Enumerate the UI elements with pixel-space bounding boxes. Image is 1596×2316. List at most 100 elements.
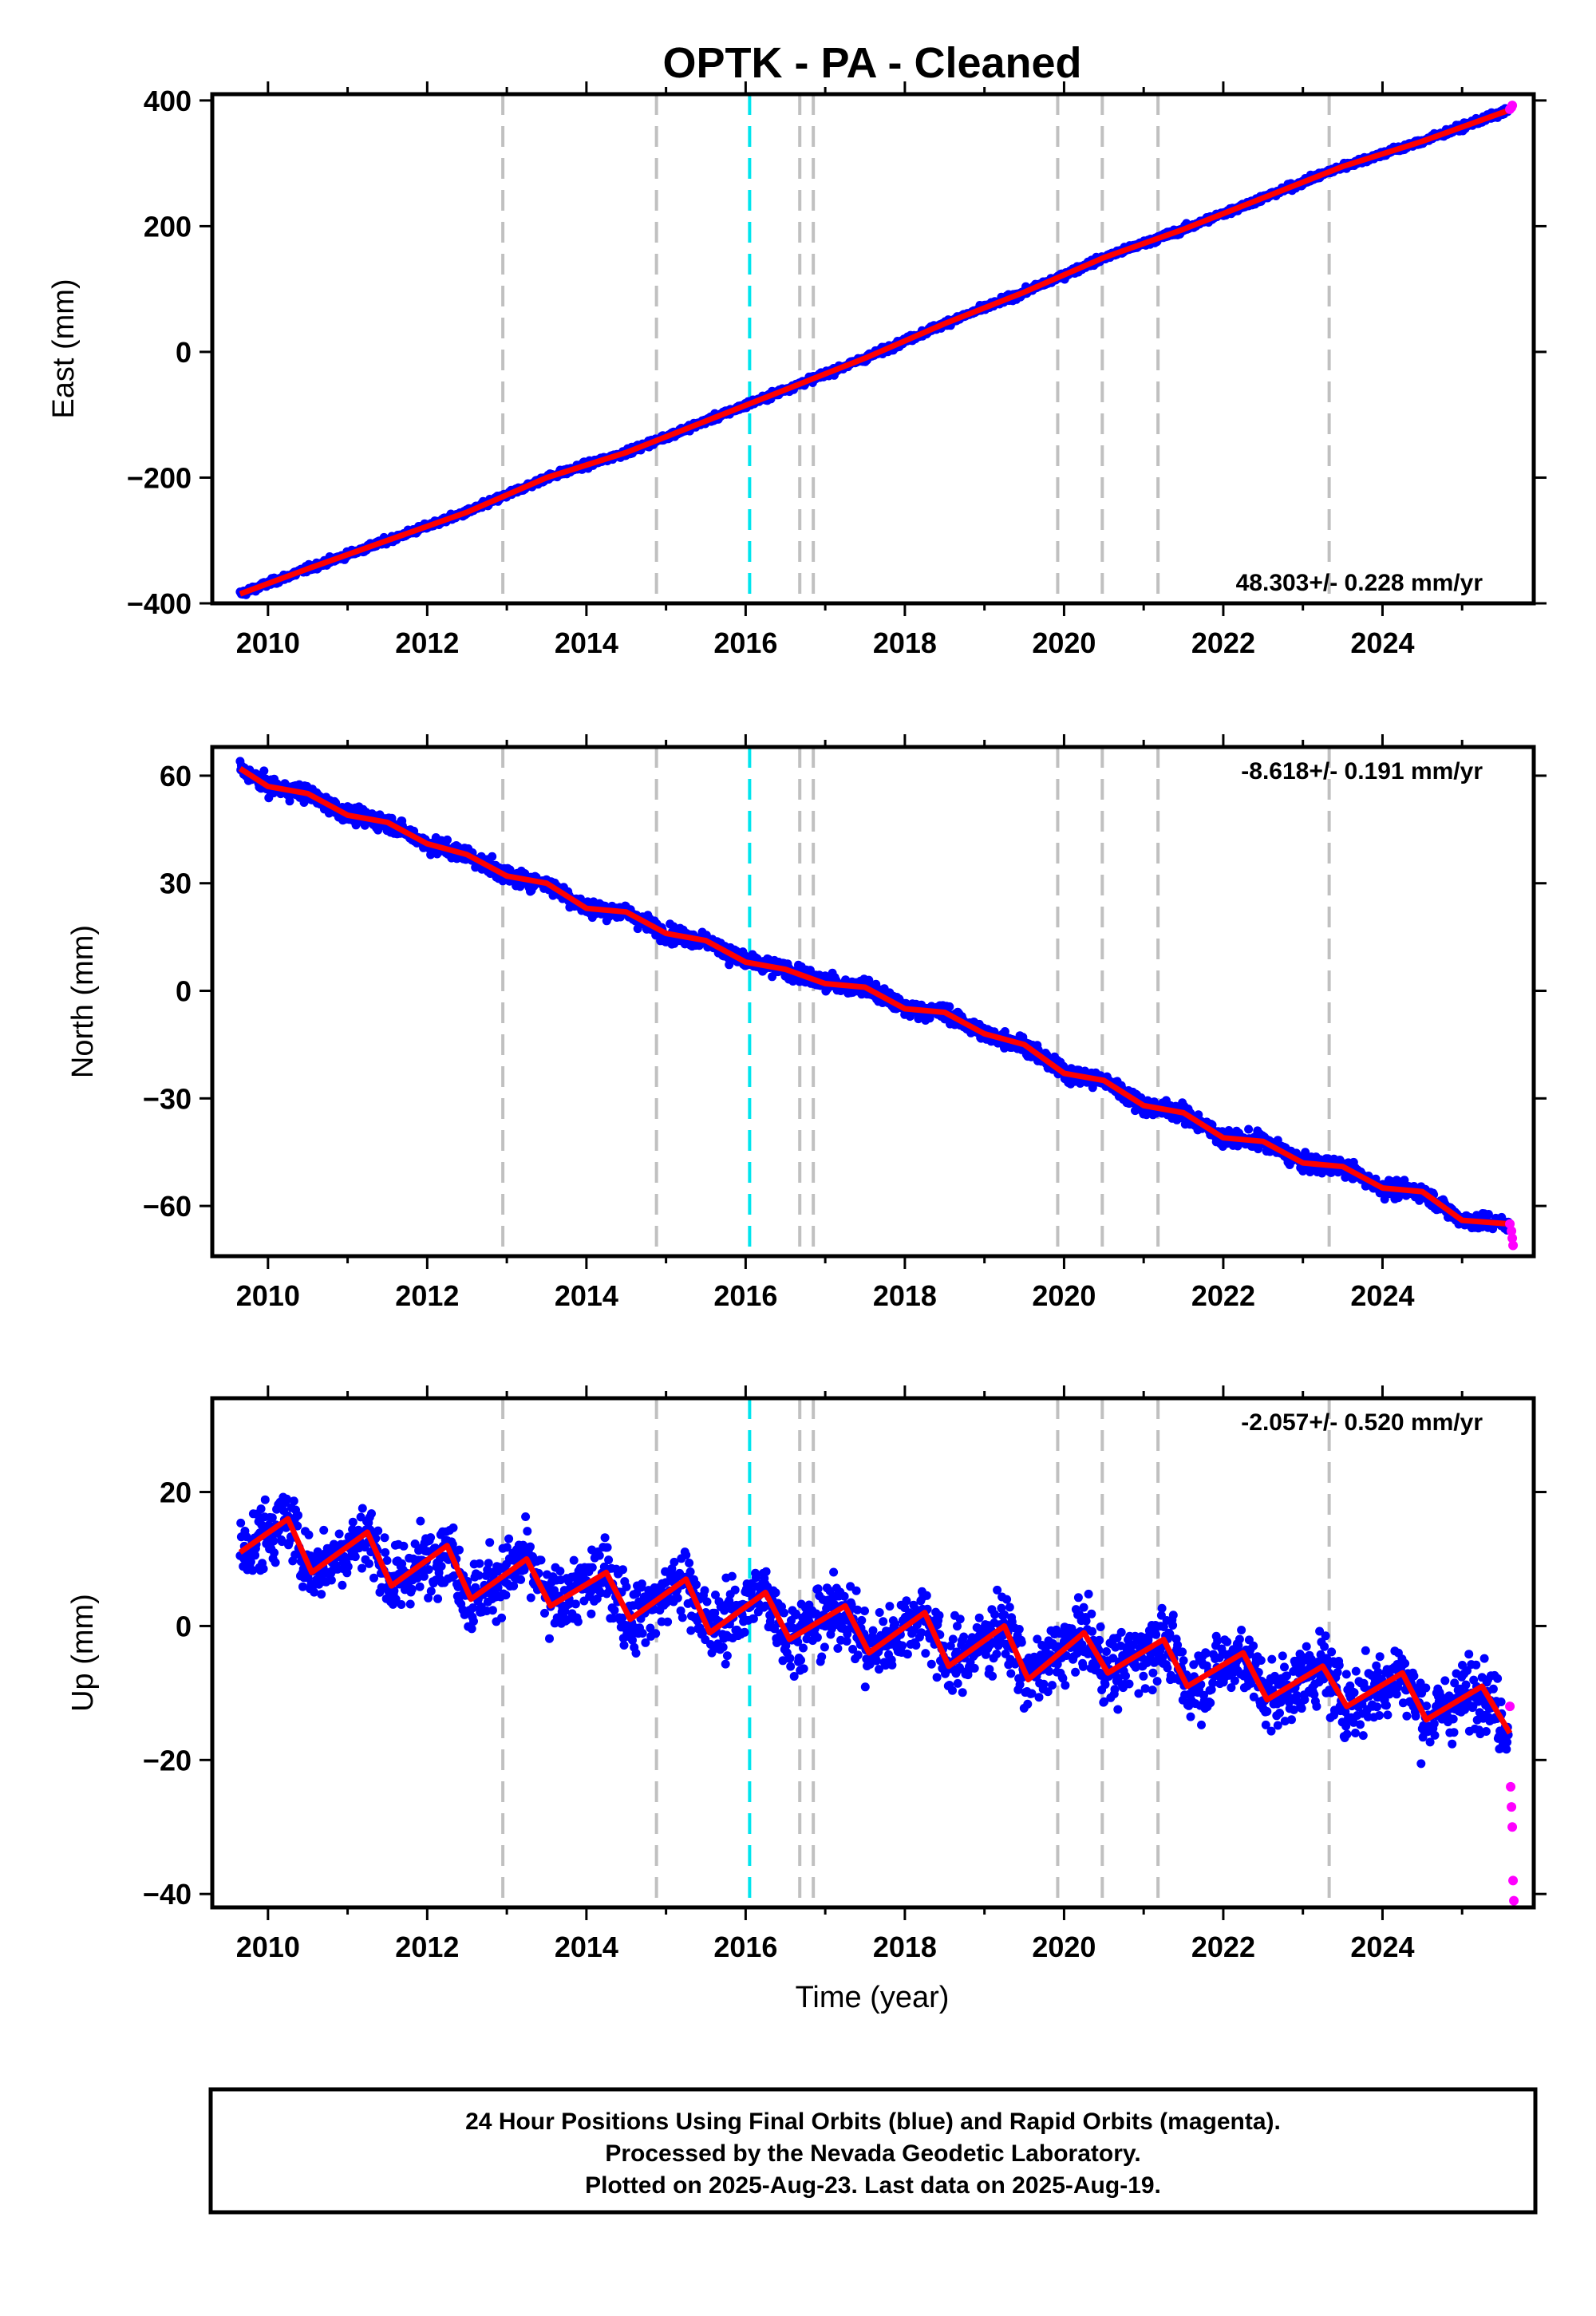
up-final-point	[555, 1567, 565, 1576]
north-x-tick-label: 2014	[555, 1279, 618, 1312]
north-final-point	[864, 975, 874, 985]
up-final-point	[484, 1559, 493, 1568]
up-final-point	[467, 1624, 476, 1634]
up-final-point	[256, 1504, 266, 1514]
north-x-tick-label: 2022	[1191, 1279, 1255, 1312]
up-final-point	[236, 1518, 246, 1528]
up-final-point	[455, 1545, 464, 1555]
north-y-axis-title: North (mm)	[66, 925, 100, 1078]
up-final-point	[587, 1609, 596, 1618]
north-x-tick-label: 2010	[236, 1279, 300, 1312]
up-final-point	[405, 1599, 415, 1609]
east-x-tick-label: 2014	[555, 626, 618, 659]
east-x-tick-label: 2020	[1032, 626, 1096, 659]
north-final-point	[1483, 1210, 1493, 1219]
up-final-point	[343, 1562, 353, 1571]
up-final-point	[426, 1533, 436, 1543]
east-x-tick-label: 2024	[1350, 626, 1414, 659]
up-final-point	[545, 1634, 554, 1643]
up-final-point	[365, 1559, 373, 1568]
up-final-point	[399, 1541, 409, 1551]
east-rapid-point	[1507, 101, 1518, 111]
north-panel: 2010 2012 2014 2016 2018 2020 2022 2024−60−3003…	[66, 734, 1547, 1312]
up-final-point	[526, 1542, 535, 1551]
up-final-point	[348, 1517, 358, 1527]
east-y-tick-label: 200	[144, 210, 192, 243]
up-final-point	[373, 1526, 383, 1535]
up-final-point	[569, 1555, 579, 1565]
up-final-point	[407, 1584, 417, 1594]
east-x-tick-label: 2010	[236, 626, 300, 659]
east-x-tick-label: 2016	[713, 626, 777, 659]
up-final-point	[488, 1606, 497, 1615]
north-x-tick-label: 2020	[1032, 1279, 1096, 1312]
east-y-tick-label: −400	[127, 587, 192, 620]
up-final-point	[260, 1495, 270, 1504]
north-final-point	[925, 1014, 934, 1023]
east-rate-label: 48.303+/- 0.228 mm/yr	[1236, 570, 1483, 596]
up-final-point	[304, 1530, 314, 1539]
up-final-point	[437, 1562, 446, 1571]
up-final-point	[571, 1599, 580, 1609]
east-y-tick-label: 0	[176, 336, 192, 369]
up-final-point	[501, 1591, 511, 1600]
east-x-tick-label: 2012	[395, 626, 459, 659]
north-x-tick-label: 2018	[873, 1279, 937, 1312]
north-y-tick-label: 30	[160, 868, 192, 900]
up-final-point	[326, 1575, 336, 1585]
east-y-tick-label: −200	[127, 461, 192, 494]
up-final-point	[350, 1552, 360, 1562]
up-final-point	[526, 1593, 535, 1603]
north-x-tick-label: 2024	[1350, 1279, 1414, 1312]
east-model-line	[239, 107, 1511, 597]
up-final-point	[448, 1523, 458, 1532]
up-final-point	[381, 1547, 390, 1557]
up-final-point	[536, 1555, 546, 1565]
up-final-point	[523, 1527, 532, 1536]
up-final-point	[358, 1504, 367, 1513]
north-x-tick-label: 2012	[395, 1279, 459, 1312]
up-final-point	[433, 1594, 443, 1603]
up-final-point	[380, 1533, 389, 1543]
up-final-point	[426, 1587, 436, 1596]
up-final-point	[317, 1590, 326, 1599]
up-final-point	[497, 1613, 507, 1622]
up-final-point	[424, 1565, 433, 1575]
up-final-point	[338, 1580, 347, 1590]
north-rate-label: -8.618+/- 0.191 mm/yr	[1241, 758, 1483, 785]
north-x-tick-label: 2016	[713, 1279, 777, 1312]
up-final-point	[334, 1529, 344, 1539]
east-y-tick-label: 400	[144, 85, 192, 117]
east-y-axis-title: East (mm)	[47, 279, 81, 418]
up-final-point	[269, 1536, 279, 1546]
up-final-point	[270, 1548, 279, 1558]
up-final-point	[540, 1608, 549, 1618]
up-final-point	[475, 1559, 484, 1568]
up-final-point	[469, 1617, 478, 1626]
up-final-point	[294, 1511, 302, 1520]
up-final-point	[416, 1516, 425, 1526]
up-final-point	[367, 1509, 376, 1519]
up-final-point	[485, 1538, 495, 1547]
north-final-point	[488, 852, 497, 861]
up-final-point	[259, 1564, 268, 1574]
north-final-point	[945, 1002, 954, 1011]
east-plot-frame	[210, 92, 1536, 606]
east-x-tick-label: 2022	[1191, 626, 1255, 659]
up-panel: 2010 2012 2014 2016 2018 2020 2022 2024−40−2002…	[66, 1385, 1547, 1963]
up-final-point	[504, 1534, 514, 1543]
up-final-point	[289, 1496, 298, 1506]
up-final-point	[573, 1617, 583, 1626]
up-final-point	[397, 1600, 406, 1609]
up-final-points	[235, 1492, 1513, 1769]
north-y-tick-label: −30	[143, 1082, 192, 1115]
east-x-tick-label: 2018	[873, 626, 937, 659]
up-final-point	[415, 1582, 425, 1591]
north-y-tick-label: −60	[143, 1190, 192, 1223]
up-final-point	[516, 1575, 526, 1584]
east-panel: 2010 2012 2014 2016 2018 2020 2022 2024 −400 −200…	[47, 81, 1547, 659]
north-final-point	[443, 835, 452, 844]
north-y-tick-label: 60	[160, 760, 192, 792]
up-final-point	[521, 1512, 531, 1521]
